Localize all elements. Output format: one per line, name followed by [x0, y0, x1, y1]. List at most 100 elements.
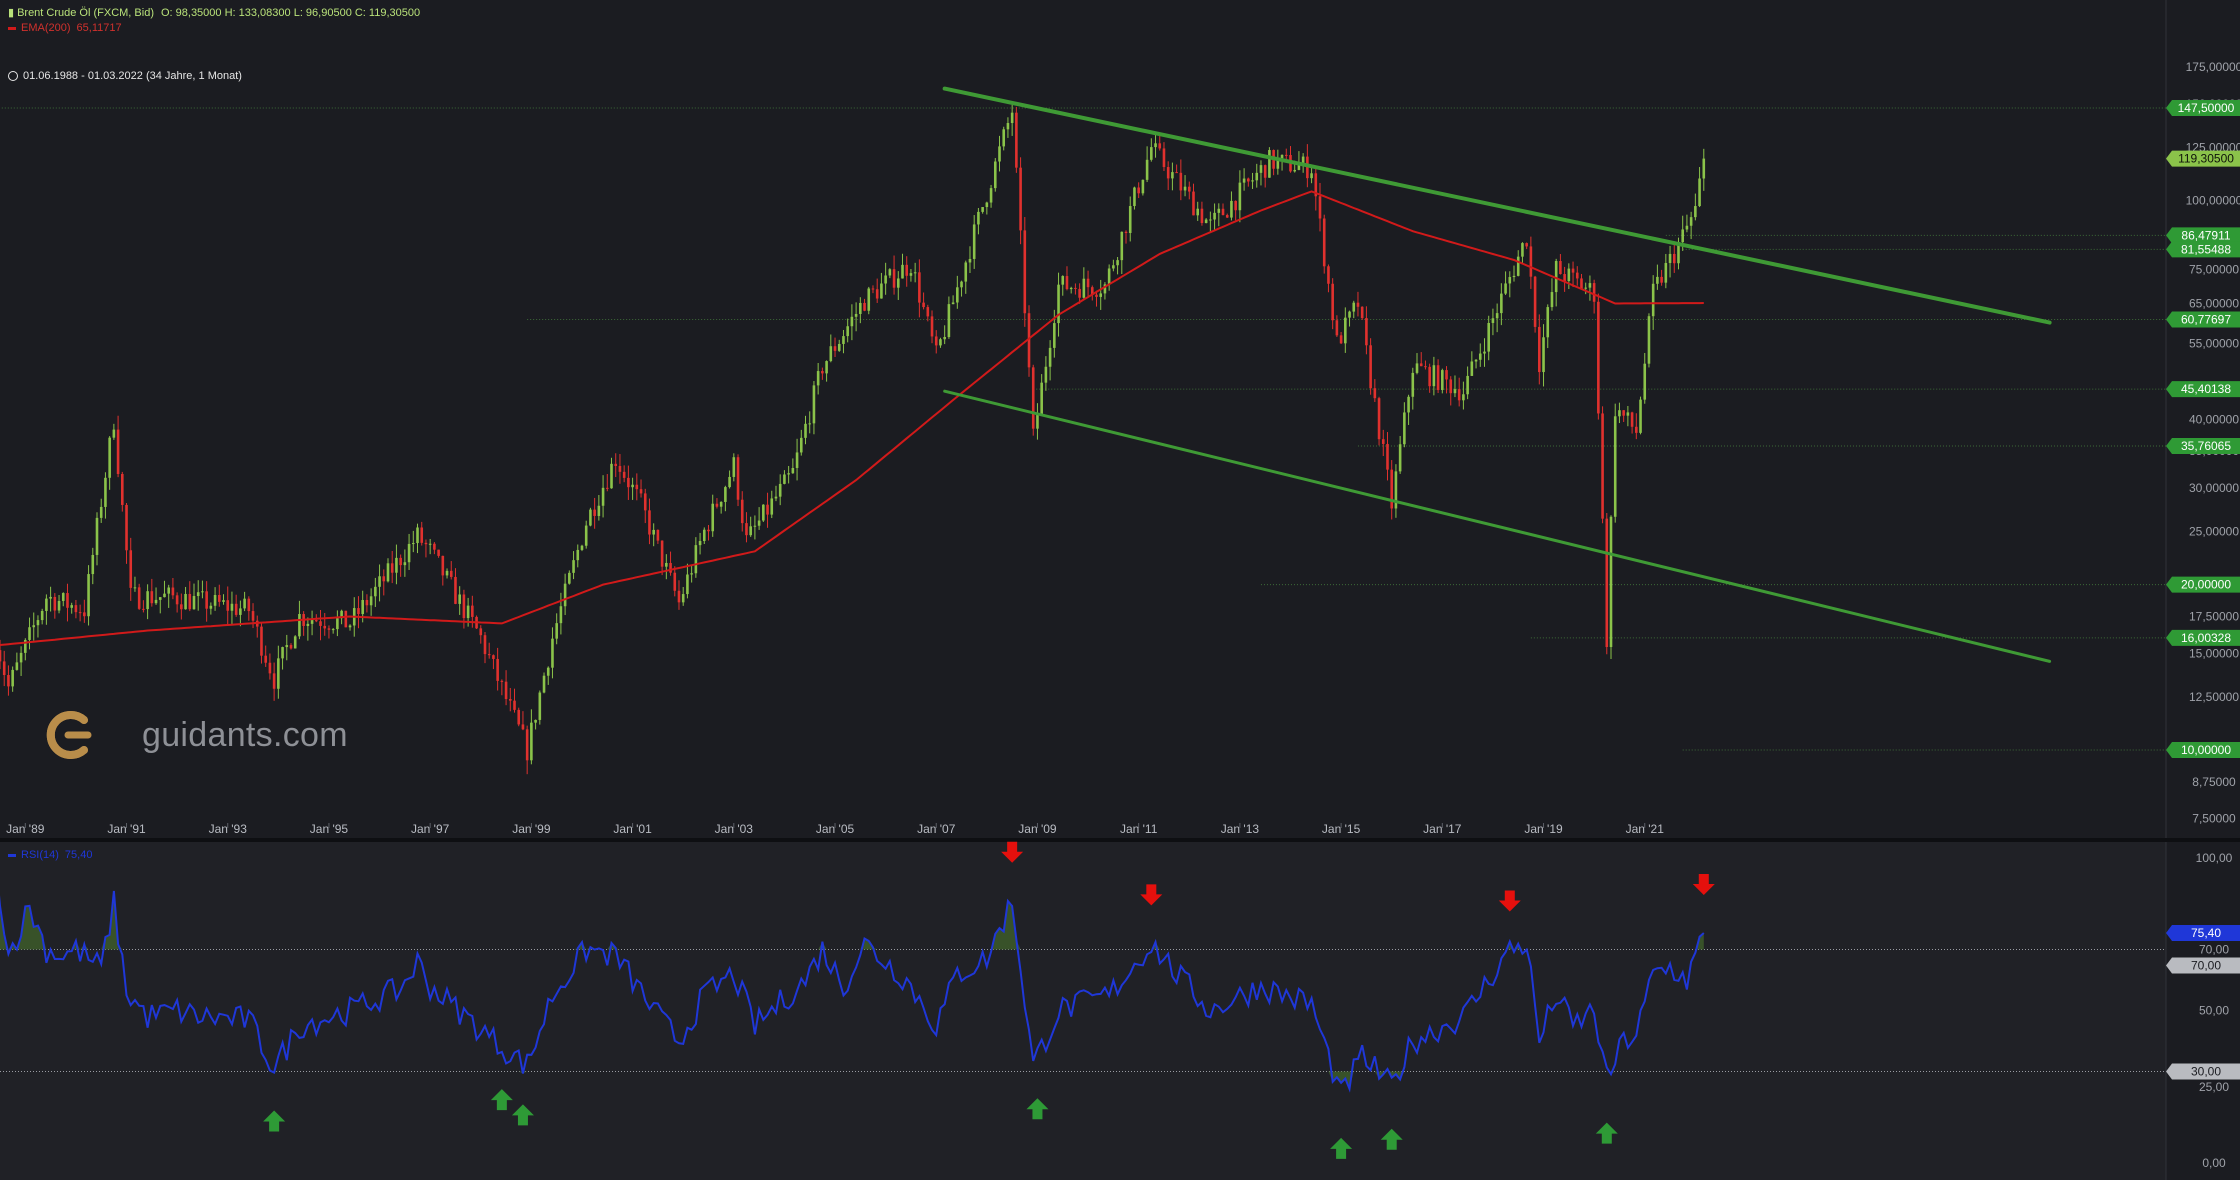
rsi-current-badge-bg — [2166, 925, 2240, 942]
x-axis-tick-label: Jan '89 — [6, 822, 45, 836]
ohlc-readout: O: 98,35000 H: 133,08300 L: 96,90500 C: … — [160, 7, 421, 19]
candle-body — [1457, 389, 1461, 401]
candle-body — [816, 371, 820, 386]
rsi-threshold-badge[interactable]: 30,00 — [2166, 1063, 2240, 1080]
candle-body — [1546, 307, 1550, 338]
candle-body — [1525, 243, 1528, 247]
candle-body — [778, 483, 782, 497]
candle-body — [1542, 337, 1545, 373]
level-badge-bg — [2166, 100, 2240, 116]
level-badge[interactable]: 10,00000 — [2166, 742, 2240, 758]
candle-body — [441, 555, 445, 576]
rsi-current-badge[interactable]: 75,40 — [2166, 925, 2240, 942]
candle-body — [454, 576, 457, 604]
price-axis-tick-label: 75,00000 — [2189, 262, 2239, 276]
level-badge[interactable]: 20,00000 — [2166, 576, 2240, 593]
candle-body — [1550, 292, 1554, 308]
candle-body — [1078, 288, 1081, 298]
candle-body — [1124, 231, 1128, 234]
rsi-swatch-icon — [8, 853, 16, 857]
level-badge[interactable]: 45,40138 — [2166, 381, 2240, 398]
price-axis-tick-label: 30,00000 — [2189, 481, 2239, 495]
candle-body — [361, 599, 364, 615]
candle-body — [1010, 112, 1014, 124]
rsi-axis-tick-label: 100,00 — [2196, 851, 2233, 865]
level-badge[interactable]: 147,50000 — [2166, 100, 2240, 116]
candle-body — [28, 627, 31, 640]
candle-body — [1681, 229, 1684, 243]
candle-body — [1031, 367, 1035, 429]
candle-body — [1352, 302, 1356, 312]
candle-body — [146, 591, 149, 610]
candle-body — [972, 224, 976, 259]
candle-body — [7, 675, 10, 687]
level-badge-bg — [2166, 227, 2240, 244]
level-badge-label: 86,47911 — [2181, 228, 2230, 242]
candle-body — [770, 498, 774, 515]
candle-body — [1529, 246, 1533, 277]
candle-body — [652, 529, 655, 535]
candle-body — [601, 487, 605, 506]
candle-body — [395, 557, 398, 573]
pane-separator[interactable] — [0, 838, 2240, 842]
level-badge[interactable]: 16,00328 — [2166, 629, 2240, 646]
candle-body — [1234, 200, 1237, 211]
candle-body — [1015, 112, 1018, 168]
candle-body — [1365, 318, 1368, 346]
last-price-badge[interactable]: 119,30500 — [2166, 150, 2240, 167]
x-axis-tick-label: Jan '21 — [1626, 822, 1665, 836]
candle-body — [508, 699, 512, 701]
price-axis-tick-label: 17,50000 — [2189, 610, 2239, 624]
candle-body — [1297, 164, 1301, 170]
candle-body — [1571, 268, 1575, 273]
candle-body — [1196, 208, 1200, 216]
candle-body — [1099, 293, 1103, 297]
candle-body — [846, 326, 849, 337]
candle-body — [83, 612, 86, 617]
candle-body — [1230, 200, 1233, 218]
candle-body — [496, 658, 499, 681]
candle-body — [1689, 217, 1693, 226]
ema-header: EMA(200) 65,11717 — [8, 21, 122, 35]
candle-body — [1036, 413, 1039, 429]
level-badge[interactable]: 86,47911 — [2166, 227, 2240, 244]
sell-signal-arrow-icon — [1140, 884, 1163, 906]
candle-body — [369, 596, 373, 606]
candle-body — [378, 576, 381, 587]
candle-body — [1314, 173, 1318, 197]
candle-body — [1213, 212, 1216, 220]
level-badge[interactable]: 35,76065 — [2166, 438, 2240, 455]
candle-body — [707, 529, 710, 532]
candle-body — [1592, 283, 1596, 302]
candle-body — [1171, 172, 1174, 179]
channel-lower-trendline[interactable] — [943, 389, 2052, 663]
candle-body — [1584, 287, 1588, 289]
level-badge[interactable]: 81,55488 — [2166, 241, 2240, 258]
candle-body — [1238, 182, 1242, 211]
candle-body — [1095, 294, 1098, 297]
candle-body — [884, 275, 887, 284]
candle-body — [1339, 335, 1343, 344]
candle-body — [264, 655, 267, 663]
candle-body — [736, 457, 740, 500]
candle-body — [167, 587, 170, 594]
candle-body — [1154, 143, 1157, 148]
level-badge-bg — [2166, 311, 2240, 328]
candle-body — [327, 628, 331, 630]
candle-body — [1613, 416, 1617, 517]
x-axis-tick-label: Jan '13 — [1221, 822, 1260, 836]
channel-upper-trendline[interactable] — [942, 86, 2052, 325]
level-badge-label: 16,00328 — [2181, 631, 2231, 645]
rsi-threshold-badge[interactable]: 70,00 — [2166, 957, 2240, 974]
buy-signal-arrow-icon — [1380, 1128, 1403, 1150]
candle-body — [433, 543, 436, 550]
candle-body — [1672, 253, 1676, 264]
ema200-line — [0, 190, 1704, 647]
level-badge[interactable]: 60,77697 — [2166, 311, 2240, 328]
candle-body — [1023, 230, 1027, 314]
rsi-axis-tick-label: 70,00 — [2199, 943, 2229, 957]
candle-body — [1597, 301, 1600, 414]
brand-name: guidants.com — [142, 715, 348, 754]
last-price-badge-bg — [2166, 150, 2240, 167]
